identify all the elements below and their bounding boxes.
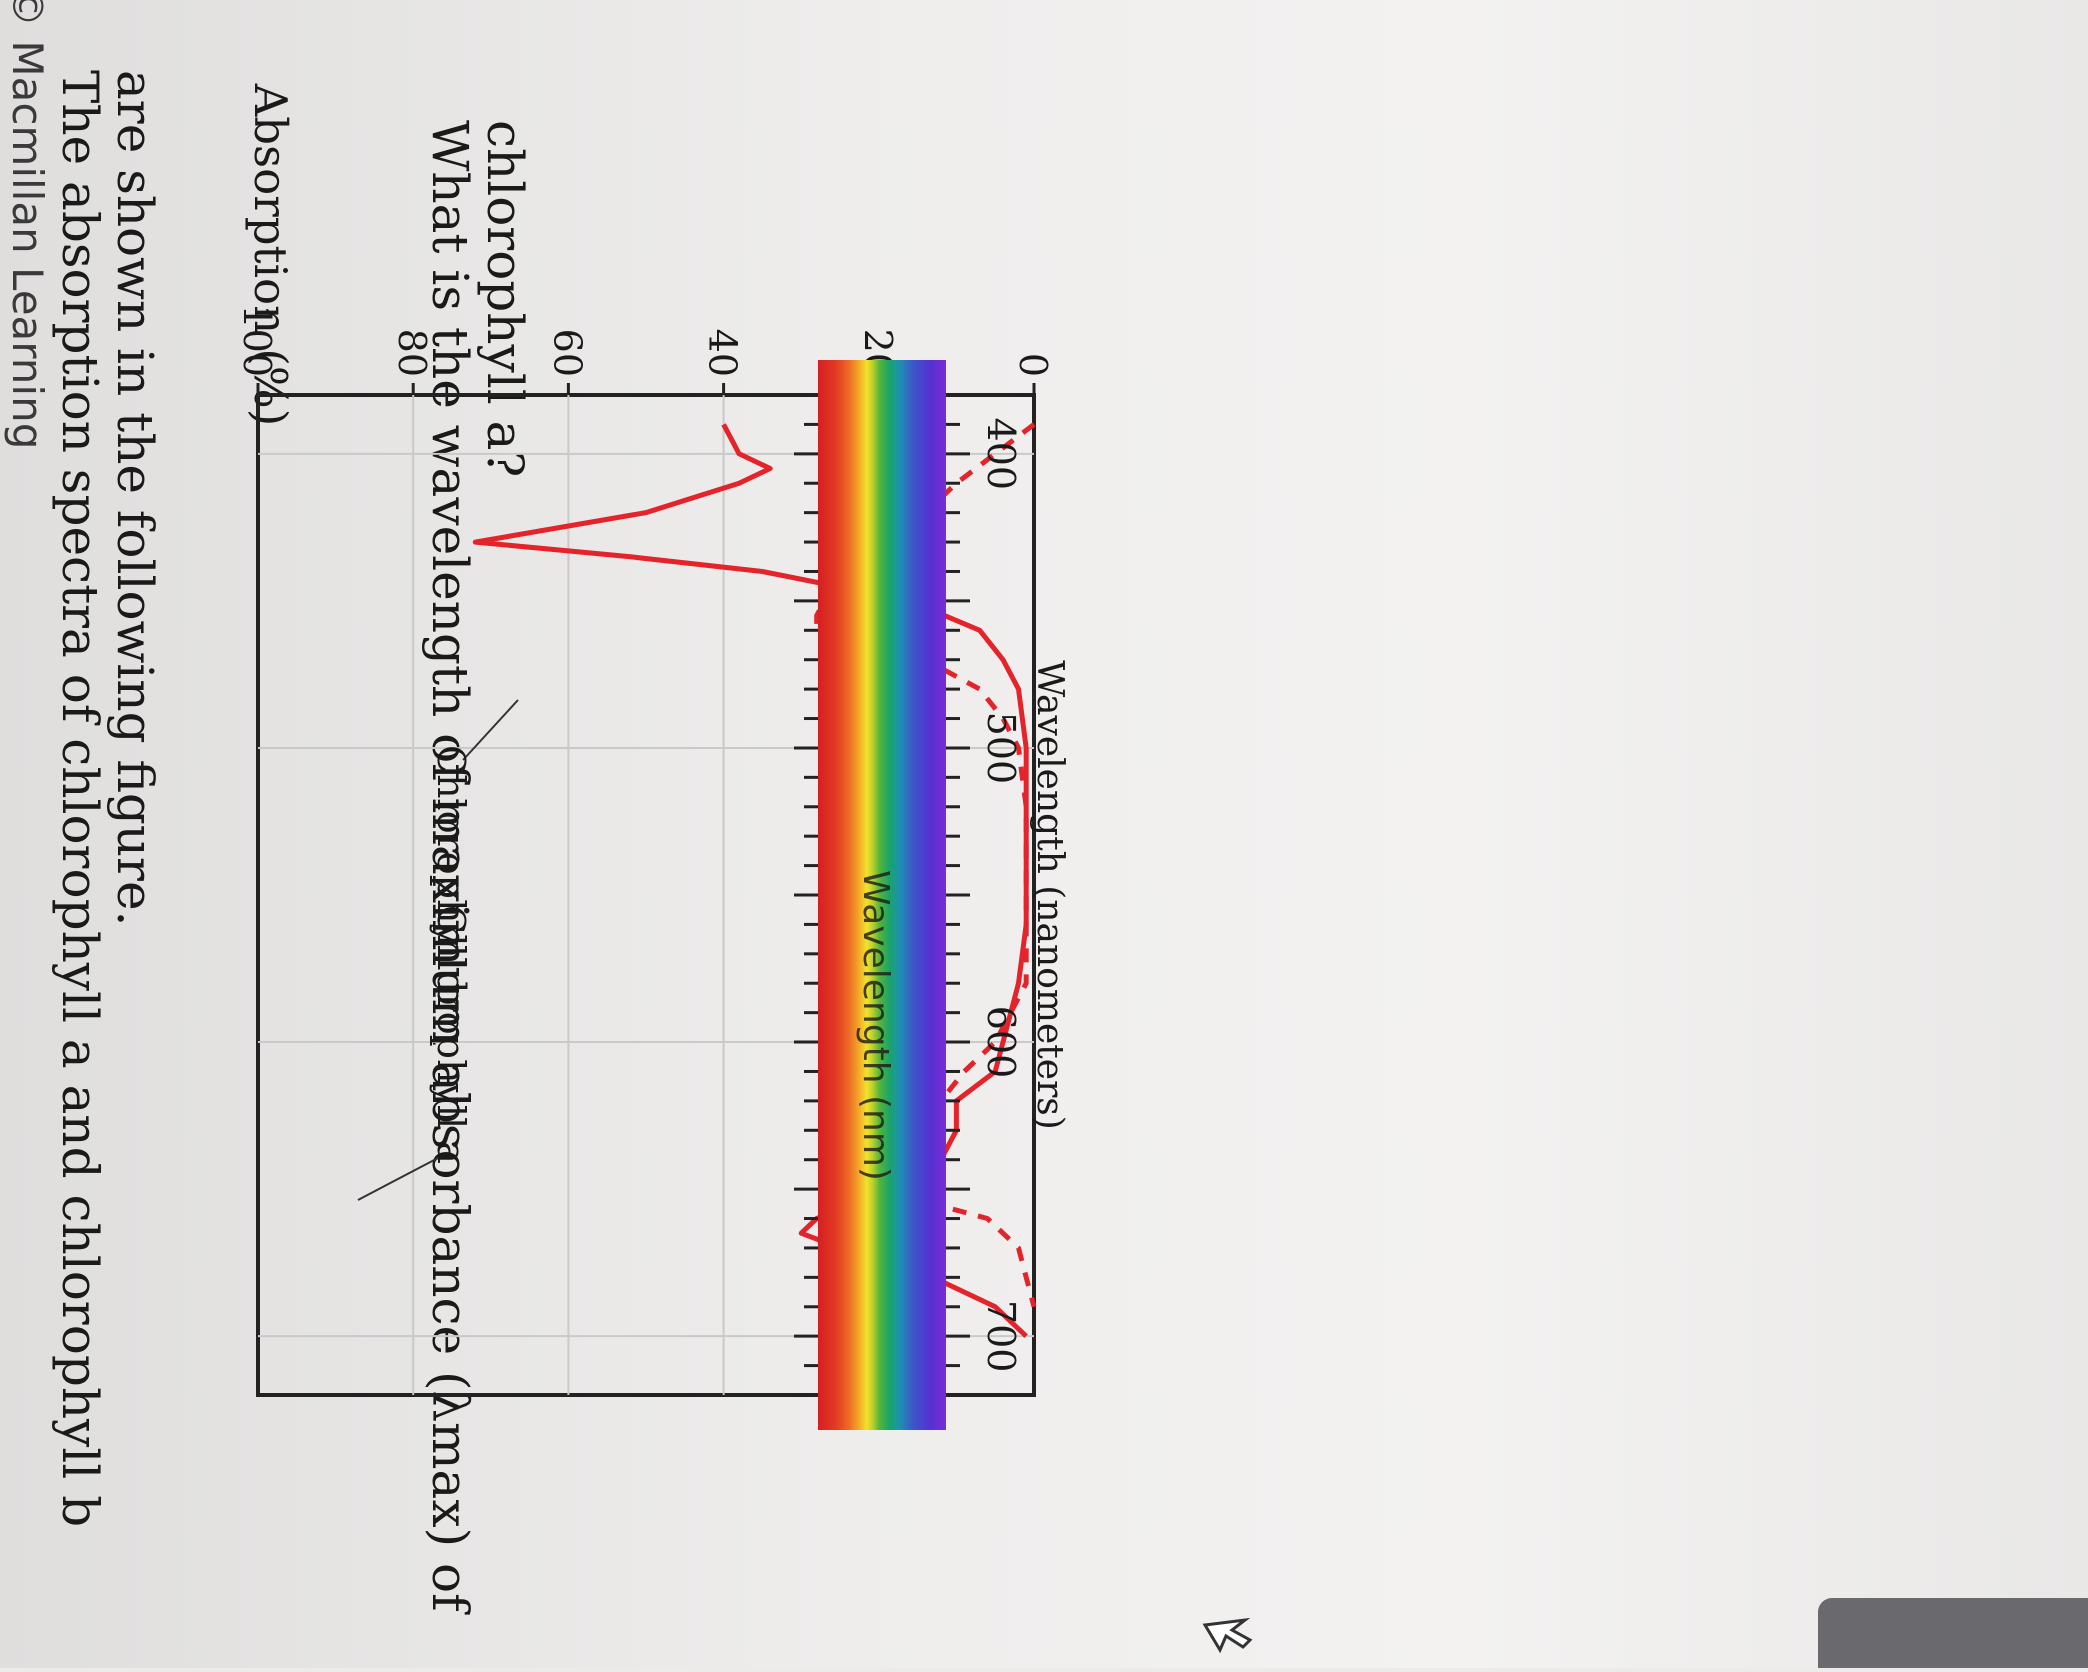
- intro-line-1: The absorption spectra of chlorophyll a …: [51, 70, 109, 1527]
- x-tick-label-400: 400: [979, 418, 1023, 491]
- chlorophyll-a-leader: [357, 1157, 439, 1201]
- y-tick-label-40: 40: [701, 329, 745, 377]
- spectrum-bar: [818, 360, 946, 1430]
- x-tick-label-600: 600: [979, 1006, 1023, 1079]
- chlorophyll-b-annotation: Chlorophyll b: [429, 745, 473, 1006]
- x-tick-label-500: 500: [979, 712, 1023, 785]
- chlorophyll-b-leader: [462, 699, 519, 761]
- x-axis-label: Wavelength (nanometers): [1029, 660, 1070, 1130]
- y-axis-label: Absorption (%): [244, 83, 297, 427]
- scrollbar[interactable]: [1818, 1598, 2088, 1668]
- question-line-1: What is the wavelength of maximum absorb…: [421, 120, 479, 1615]
- series-line-chlorophyll-a: [472, 423, 1029, 1339]
- cursor-icon: [1202, 1617, 1253, 1654]
- y-tick-label-100: 100: [235, 304, 279, 377]
- x-axis-tick-labels: 400 500 600 700: [979, 418, 1023, 1373]
- plot-frame: [256, 393, 1036, 1397]
- x-tick-label-700: 700: [979, 1300, 1023, 1373]
- copyright-text: © Macmillan Learning: [3, 0, 52, 449]
- intro-line-2: are shown in the following figure.: [106, 70, 164, 926]
- spectrum-bar-label: Wavelength (nm): [855, 870, 896, 1181]
- y-tick-label-60: 60: [545, 329, 589, 377]
- question-line-2: chlorophyll a?: [476, 120, 534, 477]
- y-tick-label-0: 0: [1011, 353, 1055, 377]
- series-layer: [472, 422, 1037, 1339]
- y-tick-label-80: 80: [390, 329, 434, 377]
- spectrum-ticks: [794, 422, 970, 1368]
- chlorophyll-a-annotation: Chlorophyll a: [429, 905, 473, 1164]
